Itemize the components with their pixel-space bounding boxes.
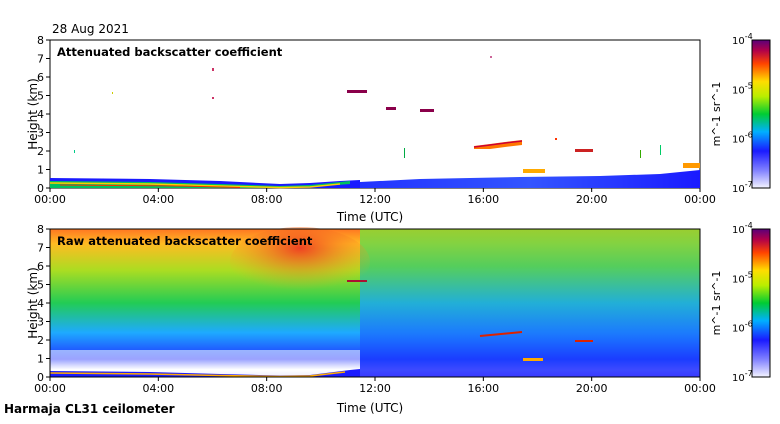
x-tick-label: 12:00 (359, 382, 391, 395)
x-tick-label: 00:00 (34, 382, 66, 395)
boundary-layer-top (49, 182, 341, 189)
cloud-1 (347, 90, 367, 93)
panel-attenuated: Attenuated backscatter coefficient 0 1 2 3 4… (26, 34, 716, 224)
ylabel-bottom: Height (km) (26, 267, 40, 338)
colorbar-top-unit: m^-1 sr^-1 (710, 82, 723, 147)
x-tick-label: 16:00 (467, 382, 499, 395)
x-tick-label: 16:00 (467, 193, 499, 206)
cloud-5 (523, 169, 545, 173)
raw-low-noise (50, 350, 360, 370)
colorbar-top: 10-4 10-5 10-6 10-7 m^-1 sr^-1 (710, 32, 771, 195)
title-top: Attenuated backscatter coefficient (57, 45, 283, 59)
y-tick-label: 3 (37, 127, 44, 140)
y-tick-label: 8 (37, 223, 44, 236)
x-tick-label: 00:00 (34, 193, 66, 206)
y-tick-label: 5 (37, 90, 44, 103)
y-tick-label: 3 (37, 316, 44, 329)
x-tick-label: 04:00 (142, 382, 174, 395)
raw-cloud-2 (479, 331, 523, 337)
title-bottom: Raw attenuated backscatter coefficient (57, 234, 313, 248)
y-tick-label: 4 (37, 108, 44, 121)
colorbar-tick-label: 10-7 (732, 180, 753, 195)
footer-label: Harmaja CL31 ceilometer (4, 402, 175, 416)
x-tick-label: 12:00 (359, 193, 391, 206)
colorbar-tick-label: 10-6 (732, 131, 753, 146)
raw-cloud-4 (575, 340, 593, 342)
cloud-3 (420, 109, 434, 112)
raw-boundary-layer (50, 369, 360, 377)
raw-cloud-3 (523, 358, 543, 361)
colorbar-tick-label: 10-5 (732, 81, 753, 96)
colorbar-tick-label: 10-4 (732, 32, 753, 47)
raw-boundary-top (49, 371, 346, 378)
y-tick-label: 5 (37, 279, 44, 292)
x-tick-label: 00:00 (684, 382, 716, 395)
y-tick-label: 8 (37, 34, 44, 47)
y-tick-label: 6 (37, 71, 44, 84)
x-tick-label: 08:00 (251, 193, 283, 206)
y-tick-label: 2 (37, 145, 44, 158)
x-axis-bottom: 00:00 04:00 08:00 12:00 16:00 20:00 00:00 (34, 377, 716, 395)
y-tick-label: 1 (37, 353, 44, 366)
y-axis-top: 0 1 2 3 4 5 6 7 8 (37, 34, 50, 195)
raw-hotspot (230, 227, 370, 297)
colorbar-tick-label: 10-6 (732, 320, 753, 335)
xlabel-top: Time (UTC) (336, 210, 403, 224)
colorbar-top-scale (751, 39, 771, 189)
x-tick-label: 20:00 (576, 193, 608, 206)
raw-afternoon (360, 229, 700, 377)
cloud-4-core (473, 140, 523, 148)
y-tick-label: 1 (37, 164, 44, 177)
colorbar-tick-label: 10-7 (732, 369, 753, 384)
colorbar-tick-label: 10-5 (732, 270, 753, 285)
sparse-echoes (74, 56, 661, 158)
x-tick-label: 20:00 (576, 382, 608, 395)
raw-cloud-1 (347, 280, 367, 282)
date-label: 28 Aug 2021 (52, 22, 129, 36)
plot-area-top (49, 39, 701, 189)
y-tick-label: 7 (37, 53, 44, 66)
panel-raw: Raw attenuated backscatter coefficient 0… (26, 223, 716, 415)
cloud-6 (575, 149, 593, 152)
y-tick-label: 4 (37, 297, 44, 310)
y-tick-label: 6 (37, 260, 44, 273)
x-axis-top: 00:00 04:00 08:00 12:00 16:00 20:00 00:00 (34, 188, 716, 206)
cloud-2 (386, 107, 396, 110)
colorbar-tick-label: 10-4 (732, 221, 753, 236)
noise-floor (360, 170, 700, 188)
x-tick-label: 04:00 (142, 193, 174, 206)
ylabel-top: Height (km) (26, 78, 40, 149)
x-tick-label: 08:00 (251, 382, 283, 395)
y-tick-label: 0 (37, 182, 44, 195)
colorbar-bottom-ticks: 10-4 10-5 10-6 10-7 (732, 221, 753, 384)
colorbar-bottom-scale (751, 228, 771, 378)
y-tick-label: 2 (37, 334, 44, 347)
xlabel-bottom: Time (UTC) (336, 401, 403, 415)
colorbar-bottom-unit: m^-1 sr^-1 (710, 271, 723, 336)
boundary-layer-max (59, 184, 241, 188)
boundary-layer-core (50, 181, 350, 188)
y-axis-bottom: 0 1 2 3 4 5 6 7 8 (37, 223, 50, 384)
y-tick-label: 7 (37, 242, 44, 255)
cloud-7 (683, 163, 700, 168)
colorbar-top-ticks: 10-4 10-5 10-6 10-7 (732, 32, 753, 195)
x-tick-label: 00:00 (684, 193, 716, 206)
colorbar-bottom: 10-4 10-5 10-6 10-7 m^-1 sr^-1 (710, 221, 771, 384)
y-tick-label: 0 (37, 371, 44, 384)
